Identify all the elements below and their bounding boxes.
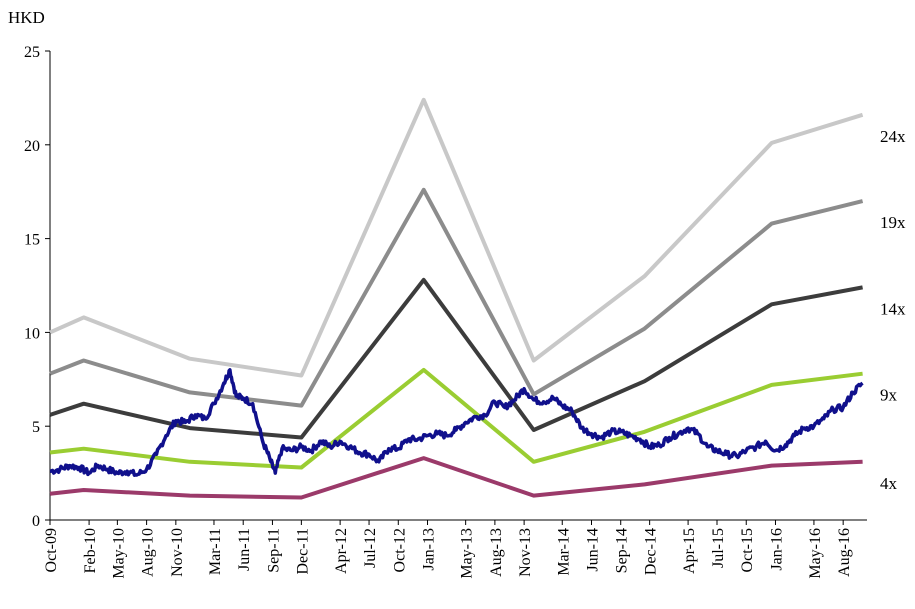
band-line-14x — [49, 277, 863, 440]
x-tick-label: Feb-10 — [82, 528, 99, 573]
y-axis: 0 5 10 15 20 25 — [24, 44, 51, 530]
x-tick-label: Nov-10 — [169, 528, 186, 577]
x-tick-label: Sep-11 — [265, 528, 282, 573]
x-tick-label: Dec-11 — [294, 528, 311, 575]
y-tick-label: 15 — [24, 232, 40, 249]
x-tick-label: May-16 — [807, 528, 824, 579]
band-label-4x: 4x — [880, 474, 898, 493]
band-line-24x — [49, 97, 864, 378]
y-tick-label: 20 — [24, 138, 40, 155]
band-line-19x — [49, 187, 864, 408]
x-tick-label: Aug-16 — [836, 528, 853, 577]
band-label-9x: 9x — [880, 386, 898, 405]
x-tick-label: Dec-14 — [643, 528, 660, 575]
x-tick-label: Oct-09 — [43, 528, 60, 572]
x-tick-label: Jan-13 — [421, 528, 438, 571]
x-tick-label: May-10 — [110, 528, 127, 579]
x-tick-label: Jun-14 — [584, 528, 601, 572]
x-tick-label: Apr-15 — [681, 528, 698, 574]
x-tick-label: Apr-12 — [333, 528, 350, 574]
x-tick-label: Jul-12 — [362, 528, 379, 568]
x-tick-label: Mar-14 — [555, 528, 572, 576]
x-tick-label: Jan-16 — [768, 528, 785, 571]
x-tick-label: May-13 — [459, 528, 476, 579]
band-line-9x — [49, 367, 863, 470]
x-tick-label: Mar-11 — [207, 528, 224, 575]
x-tick-label: Oct-12 — [391, 528, 408, 572]
band-labels: 24x 19x 14x 9x 4x — [880, 127, 906, 493]
y-unit-label: HKD — [8, 8, 45, 27]
x-tick-label: Nov-13 — [517, 528, 534, 577]
y-tick-label: 10 — [24, 325, 40, 342]
y-tick-label: 25 — [24, 44, 40, 61]
x-tick-label: Jul-15 — [710, 528, 727, 568]
x-tick-label: Sep-14 — [614, 528, 631, 573]
y-tick-label: 0 — [32, 513, 40, 530]
x-axis: Oct-09 Feb-10 May-10 Aug-10 Nov-10 Mar-11 Jun-… — [43, 519, 867, 579]
x-tick-label: Oct-15 — [739, 528, 756, 572]
band-label-24x: 24x — [880, 127, 906, 146]
x-tick-label: Jun-11 — [236, 528, 253, 571]
series-layer — [49, 97, 864, 500]
y-tick-label: 5 — [32, 419, 40, 436]
band-line-4x — [49, 456, 863, 500]
band-label-19x: 19x — [880, 213, 906, 232]
x-tick-label: Aug-10 — [140, 528, 157, 577]
share-price-line — [49, 368, 864, 477]
x-tick-label: Aug-13 — [488, 528, 505, 577]
band-label-14x: 14x — [880, 299, 906, 318]
